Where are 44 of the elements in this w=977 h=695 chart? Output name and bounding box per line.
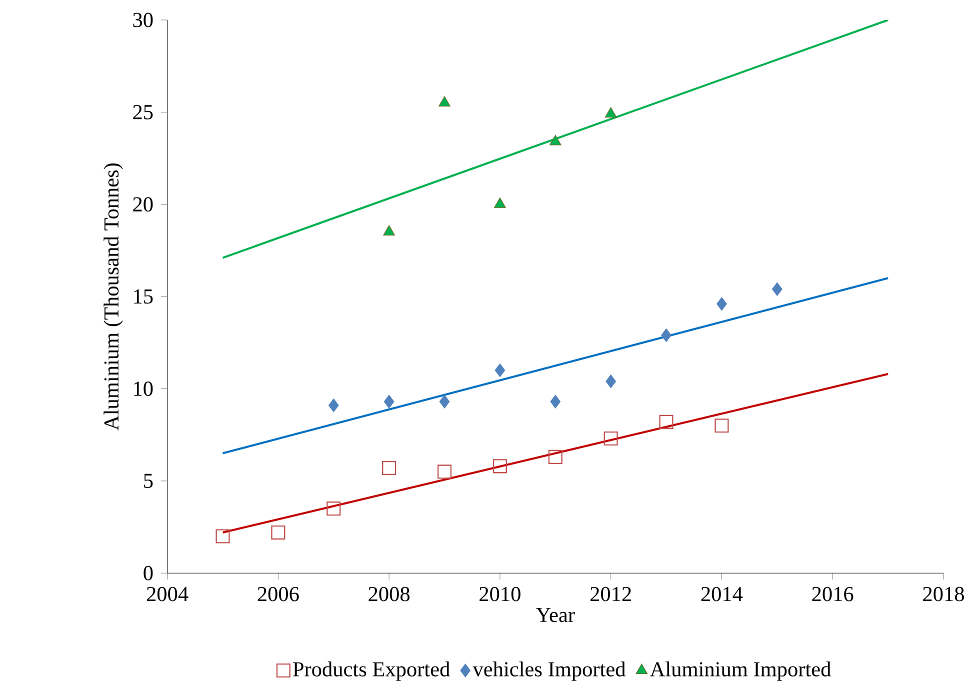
x-tick-label: 2010 xyxy=(480,586,520,602)
x-tick-label: 2004 xyxy=(146,586,188,602)
point xyxy=(439,394,450,408)
point xyxy=(492,459,507,474)
point xyxy=(772,282,782,296)
y-tick-label: 30 xyxy=(133,12,153,28)
y-tick-label: 0 xyxy=(144,566,153,580)
y-tick-label: 25 xyxy=(133,105,153,120)
point xyxy=(328,398,339,412)
point xyxy=(659,414,674,429)
y-tick-label: 10 xyxy=(134,382,153,396)
legend-label: Products Exported xyxy=(293,662,450,681)
y-axis-title: Aluminium (Thousand Tonnes) xyxy=(104,163,123,430)
point xyxy=(216,529,230,544)
point xyxy=(271,526,286,540)
x-tick-label: 2018 xyxy=(923,586,964,602)
point xyxy=(604,432,618,446)
point xyxy=(326,502,341,516)
point xyxy=(382,461,396,476)
point xyxy=(383,225,395,236)
point xyxy=(384,394,394,408)
y-tick-label: 15 xyxy=(134,289,153,304)
point xyxy=(548,450,562,464)
x-tick-label: 2006 xyxy=(258,586,299,602)
x-tick-label: 2012 xyxy=(590,586,631,602)
x-tick-label: 2008 xyxy=(368,586,410,602)
point xyxy=(661,328,672,342)
point xyxy=(438,96,450,107)
point xyxy=(494,198,506,208)
point xyxy=(606,374,616,388)
point xyxy=(494,364,506,378)
x-tick-label: 2014 xyxy=(701,586,743,602)
legend-label: vehicles Imported xyxy=(472,662,626,681)
x-tick-label: 2016 xyxy=(812,586,854,602)
y-tick-label: 20 xyxy=(133,197,153,212)
x-axis-title: Year xyxy=(536,608,575,622)
point xyxy=(550,394,561,408)
legend-label: Aluminium Imported xyxy=(650,662,831,681)
point xyxy=(549,134,562,146)
point xyxy=(604,107,617,118)
point xyxy=(437,464,452,479)
y-tick-label: 5 xyxy=(144,474,153,488)
point xyxy=(716,297,727,311)
point xyxy=(714,418,729,433)
